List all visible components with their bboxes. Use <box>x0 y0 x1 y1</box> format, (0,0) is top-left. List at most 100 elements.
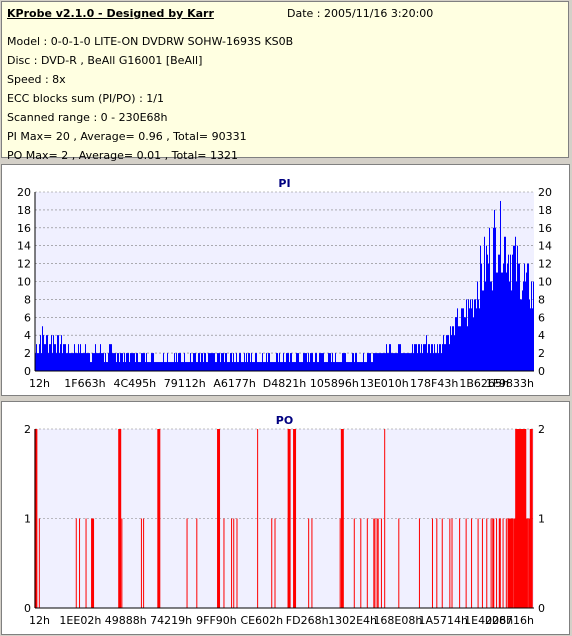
pi-bar <box>429 344 430 371</box>
x-tick-label: 1B6265h <box>459 377 509 390</box>
pi-bar <box>450 326 451 371</box>
pi-bar <box>254 362 255 371</box>
po-bar <box>293 429 297 608</box>
y-tick-label-left: 6 <box>24 311 31 324</box>
pi-bar <box>403 353 404 371</box>
x-tick-label: 1F663h <box>64 377 105 390</box>
y-tick-label-right: 2 <box>538 423 545 436</box>
pi-bar <box>39 344 40 371</box>
pi-bar <box>182 362 183 371</box>
pi-bar <box>77 353 78 371</box>
pi-bar <box>56 353 57 371</box>
pi-bar <box>252 362 253 371</box>
pi-bar <box>348 362 349 371</box>
pi-bar <box>501 272 502 371</box>
pi-bar <box>167 353 168 371</box>
pi-bar <box>362 362 363 371</box>
pi-bar <box>320 353 321 371</box>
pi-bar <box>152 353 153 371</box>
po-bar <box>85 518 87 608</box>
pi-bar <box>431 344 432 371</box>
pi-bar <box>433 353 434 371</box>
pi-bar <box>171 362 172 371</box>
pi-bar <box>335 353 336 371</box>
pi-bar <box>84 353 85 371</box>
pi-bar <box>143 353 144 371</box>
pi-bar <box>393 353 394 371</box>
pi-bar <box>282 362 283 371</box>
pi-bar <box>382 353 383 371</box>
pi-bar <box>199 353 200 371</box>
pi-bar <box>315 353 316 371</box>
pi-bar <box>43 335 44 371</box>
pi-bar <box>236 353 237 371</box>
po-bar <box>311 518 313 608</box>
pi-bar <box>517 245 518 371</box>
po-bar <box>340 429 344 608</box>
pi-bar <box>202 353 203 371</box>
po-bar <box>502 518 504 608</box>
y-tick-label-left: 20 <box>17 186 31 199</box>
pi-bar <box>192 362 193 371</box>
pi-bar <box>355 353 356 371</box>
pi-bar <box>349 362 350 371</box>
pi-bar <box>339 362 340 371</box>
pi-bar <box>132 353 133 371</box>
pi-bar <box>446 335 447 371</box>
pi-bar <box>477 281 478 371</box>
pi-bar <box>480 245 481 371</box>
pi-bar <box>328 353 329 371</box>
pi-bar <box>358 362 359 371</box>
pi-bar <box>70 353 71 371</box>
pi-bar <box>251 353 252 371</box>
pi-bar <box>490 281 491 371</box>
chart-title: PI <box>278 177 290 190</box>
x-tick-label: CE602h <box>241 614 284 627</box>
po-bar <box>186 518 188 608</box>
pi-bar <box>222 353 223 371</box>
pi-bar <box>69 353 70 371</box>
pi-bar <box>496 272 497 371</box>
pi-bar <box>220 362 221 371</box>
pi-bar <box>46 335 47 371</box>
pi-bar <box>54 344 55 371</box>
pi-bar <box>389 344 390 371</box>
x-tick-label: 1302E4h <box>328 614 377 627</box>
pi-bar <box>216 362 217 371</box>
pi-bar <box>59 353 60 371</box>
pi-bar <box>518 263 519 371</box>
pi-bar <box>307 362 308 371</box>
po-bar <box>520 429 525 608</box>
pi-bar <box>488 263 489 371</box>
pi-bar <box>270 362 271 371</box>
po-bar <box>217 429 221 608</box>
pi-bar <box>96 353 97 371</box>
pi-bar <box>71 353 72 371</box>
pi-bar <box>397 353 398 371</box>
pi-bar <box>44 344 45 371</box>
pi-bar <box>497 272 498 371</box>
pi-bar <box>118 353 119 371</box>
po-bar <box>398 518 400 608</box>
pi-bar <box>351 362 352 371</box>
pi-bar <box>55 344 56 371</box>
pi-bar <box>226 353 227 371</box>
pi-bar <box>164 362 165 371</box>
pi-bar <box>211 353 212 371</box>
pi-bar <box>126 353 127 371</box>
pi-bar <box>417 353 418 371</box>
x-tick-label: 1A5714h <box>419 614 469 627</box>
y-tick-label-left: 14 <box>17 240 31 253</box>
pi-chart-panel: PI 0 0 2 2 4 4 6 6 8 8 10 10 12 12 14 14 16 16 18 18 20 20 12h 1… <box>1 164 570 396</box>
pi-bar <box>342 353 343 371</box>
pi-bar <box>448 335 449 371</box>
po-bar <box>529 429 533 608</box>
pi-bar <box>117 353 118 371</box>
po-bar <box>34 429 38 608</box>
pi-bar <box>201 353 202 371</box>
po-bar <box>486 518 488 608</box>
pi-bar <box>47 335 48 371</box>
pi-bar <box>420 353 421 371</box>
po-bar <box>223 518 225 608</box>
pi-bar <box>235 362 236 371</box>
